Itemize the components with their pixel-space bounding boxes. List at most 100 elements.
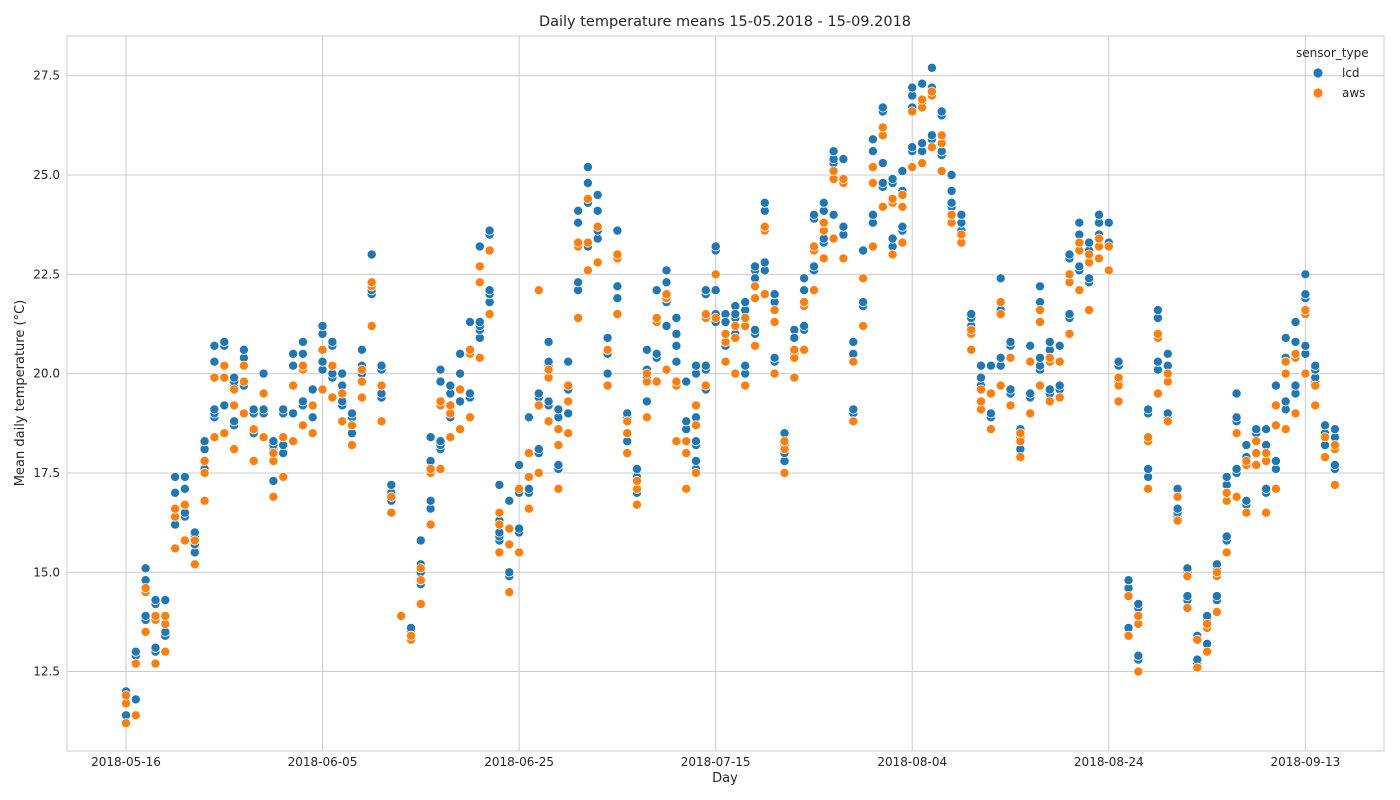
scatter-point-lcd [887, 173, 898, 184]
scatter-point-aws [1211, 607, 1222, 618]
scatter-point-aws [769, 368, 780, 379]
scatter-point-aws [730, 368, 741, 379]
scatter-point-aws [1251, 459, 1262, 470]
scatter-point-aws [337, 416, 348, 427]
scatter-point-aws [514, 483, 525, 494]
scatter-point-lcd [750, 261, 761, 272]
scatter-point-aws [1251, 448, 1262, 459]
scatter-point-lcd [828, 146, 839, 157]
scatter-point-lcd [288, 360, 299, 371]
scatter-point-aws [582, 193, 593, 204]
scatter-point-aws [1084, 305, 1095, 316]
scatter-point-lcd [1123, 575, 1134, 586]
scatter-point-aws [1270, 483, 1281, 494]
scatter-point-aws [1261, 507, 1272, 518]
scatter-point-aws [160, 610, 171, 621]
scatter-point-aws [219, 360, 230, 371]
scatter-point-lcd [700, 285, 711, 296]
scatter-point-aws [1290, 408, 1301, 419]
scatter-point-lcd [553, 459, 564, 470]
scatter-point-aws [533, 467, 544, 478]
scatter-point-aws [504, 539, 515, 550]
scatter-point-lcd [504, 495, 515, 506]
scatter-point-lcd [592, 205, 603, 216]
scatter-point-aws [297, 360, 308, 371]
scatter-point-lcd [759, 257, 770, 268]
scatter-point-lcd [297, 336, 308, 347]
scatter-point-aws [750, 281, 761, 292]
scatter-point-lcd [1152, 305, 1163, 316]
scatter-point-aws [710, 269, 721, 280]
scatter-point-aws [1221, 547, 1232, 558]
scatter-point-aws [1064, 269, 1075, 280]
scatter-point-lcd [297, 348, 308, 359]
scatter-point-aws [1241, 455, 1252, 466]
scatter-point-aws [917, 94, 928, 105]
scatter-point-aws [641, 412, 652, 423]
scatter-point-lcd [445, 380, 456, 391]
scatter-point-lcd [1044, 336, 1055, 347]
scatter-point-aws [877, 122, 888, 133]
scatter-point-lcd [346, 408, 357, 419]
y-tick-label: 17.5 [33, 466, 60, 480]
scatter-point-lcd [710, 241, 721, 252]
scatter-point-aws [573, 237, 584, 248]
chart-title: Daily temperature means 15-05.2018 - 15-… [539, 14, 911, 30]
scatter-point-aws [1074, 237, 1085, 248]
scatter-point-aws [897, 189, 908, 200]
scatter-point-lcd [877, 177, 888, 188]
scatter-point-aws [346, 440, 357, 451]
scatter-point-lcd [514, 459, 525, 470]
scatter-point-lcd [809, 209, 820, 220]
scatter-point-aws [1329, 440, 1340, 451]
scatter-point-aws [317, 344, 328, 355]
scatter-point-lcd [1152, 356, 1163, 367]
scatter-point-lcd [435, 436, 446, 447]
scatter-point-aws [1025, 356, 1036, 367]
scatter-point-aws [189, 535, 200, 546]
scatter-point-lcd [1133, 599, 1144, 610]
scatter-point-aws [248, 455, 259, 466]
scatter-point-aws [691, 420, 702, 431]
scatter-point-aws [209, 372, 220, 383]
scatter-point-lcd [582, 162, 593, 173]
scatter-point-aws [1005, 352, 1016, 363]
scatter-point-aws [769, 316, 780, 327]
scatter-point-aws [710, 312, 721, 323]
scatter-point-lcd [985, 408, 996, 419]
scatter-point-lcd [936, 106, 947, 117]
scatter-point-lcd [130, 694, 141, 705]
x-tick-label: 2018-05-16 [91, 755, 161, 769]
scatter-point-lcd [455, 368, 466, 379]
scatter-point-aws [179, 535, 190, 546]
scatter-point-aws [907, 106, 918, 117]
scatter-point-aws [248, 424, 259, 435]
scatter-point-lcd [1172, 503, 1183, 514]
scatter-point-lcd [1300, 269, 1311, 280]
scatter-point-aws [828, 166, 839, 177]
scatter-point-lcd [533, 388, 544, 399]
scatter-point-aws [268, 491, 279, 502]
scatter-point-aws [219, 372, 230, 383]
scatter-point-aws [897, 237, 908, 248]
scatter-point-aws [1221, 487, 1232, 498]
scatter-point-lcd [700, 360, 711, 371]
scatter-point-aws [858, 320, 869, 331]
grid-lines [67, 36, 1384, 751]
scatter-point-aws [278, 471, 289, 482]
scatter-point-aws [1054, 392, 1065, 403]
scatter-point-lcd [917, 78, 928, 89]
scatter-point-aws [238, 360, 249, 371]
scatter-point-aws [887, 249, 898, 260]
scatter-point-aws [474, 352, 485, 363]
scatter-point-lcd [671, 356, 682, 367]
scatter-point-aws [415, 563, 426, 574]
scatter-point-aws [1320, 432, 1331, 443]
scatter-point-lcd [356, 344, 367, 355]
scatter-point-aws [553, 440, 564, 451]
y-tick-label: 15.0 [33, 565, 60, 579]
scatter-point-aws [946, 209, 957, 220]
scatter-point-lcd [730, 309, 741, 320]
scatter-point-lcd [1241, 440, 1252, 451]
